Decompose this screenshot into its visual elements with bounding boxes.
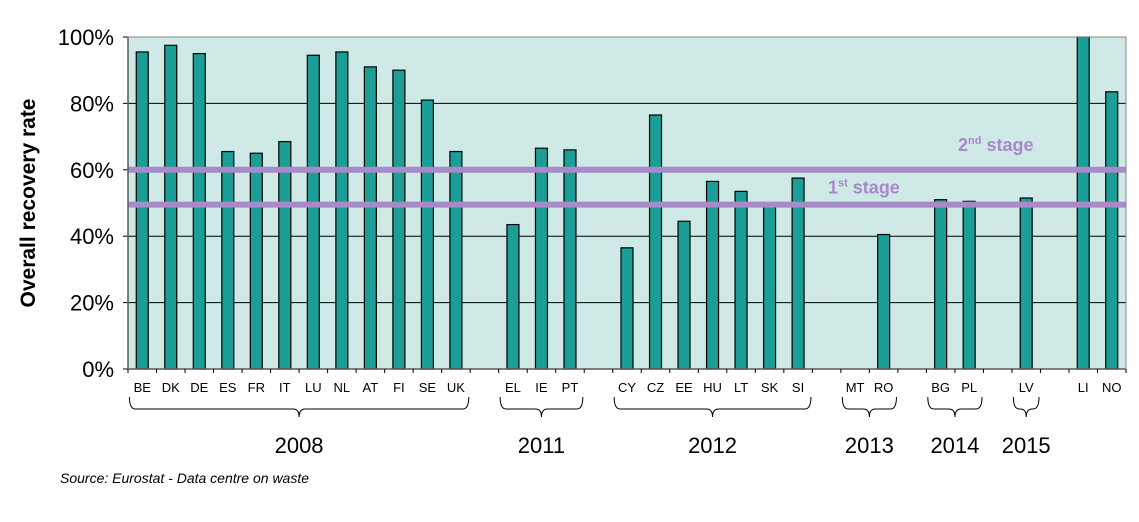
- x-tick-label: PT: [562, 380, 579, 395]
- bar-fi: [392, 69, 406, 370]
- group-brace: [841, 396, 897, 418]
- x-tick-label: BG: [931, 380, 950, 395]
- x-tick-label: FR: [248, 380, 265, 395]
- x-tick-label: HU: [703, 380, 722, 395]
- bar-uk: [449, 150, 463, 370]
- bar-de: [192, 52, 206, 370]
- group-label: 2008: [275, 433, 324, 458]
- x-tick-label: UK: [447, 380, 465, 395]
- plot-border: [127, 36, 1127, 370]
- bar-sk: [762, 205, 777, 370]
- x-tick-label: LI: [1078, 380, 1089, 395]
- group-label: 2013: [845, 433, 894, 458]
- bar-it: [278, 140, 292, 370]
- y-axis-label: Overall recovery rate: [17, 99, 40, 308]
- x-tick-label: ES: [219, 380, 237, 395]
- bar-se: [420, 99, 434, 370]
- y-tick-label: 100%: [58, 25, 114, 50]
- bar-hu: [705, 180, 720, 370]
- x-tick-label: LT: [734, 380, 748, 395]
- x-tick-label: FI: [393, 380, 405, 395]
- group-label: 2012: [688, 433, 737, 458]
- x-tick-label: RO: [874, 380, 894, 395]
- group-brace: [927, 396, 983, 418]
- bar-bg: [934, 199, 948, 370]
- x-tick-label: CZ: [647, 380, 664, 395]
- bar-nl: [335, 51, 349, 370]
- bar-lu: [306, 54, 320, 370]
- y-tick-label: 80%: [70, 91, 114, 116]
- group-label: 2015: [1002, 433, 1051, 458]
- bar-pt: [563, 149, 577, 370]
- bar-ro: [877, 233, 891, 370]
- x-tick-label: SE: [419, 380, 437, 395]
- bar-lt: [734, 190, 748, 370]
- threshold-label: 2nd stage: [958, 135, 1034, 155]
- bar-pl: [962, 200, 976, 370]
- bar-ie: [534, 147, 549, 370]
- group-label: 2011: [518, 433, 565, 458]
- y-tick-label: 0%: [82, 357, 114, 382]
- threshold-label: 1st stage: [828, 178, 900, 198]
- x-tick-label: IT: [279, 380, 291, 395]
- x-tick-label: MT: [846, 380, 865, 395]
- x-tick-label: NL: [334, 380, 351, 395]
- x-tick-label: LU: [305, 380, 322, 395]
- y-tick-label: 60%: [70, 158, 114, 183]
- bar-lv: [1019, 197, 1033, 370]
- source-note: Source: Eurostat - Data centre on waste: [60, 470, 309, 486]
- bar-no: [1105, 91, 1119, 370]
- group-label: 2014: [930, 433, 979, 458]
- bar-el: [506, 223, 520, 370]
- x-tick-label: PL: [961, 380, 977, 395]
- bar-at: [363, 66, 377, 370]
- x-tick-label: DK: [162, 380, 180, 395]
- x-tick-labels: BE DK DE ES FR IT LU NL AT FI SE UK EL IE PT CY CZ EE HU LT…: [127, 369, 1127, 395]
- x-tick-label: NO: [1102, 380, 1122, 395]
- group-brace: [613, 396, 812, 418]
- bar-cz: [648, 114, 663, 370]
- group-brace: [1012, 396, 1040, 418]
- y-tick-label: 40%: [70, 224, 114, 249]
- y-tick-label: 20%: [70, 291, 114, 316]
- bar-cy: [620, 247, 634, 370]
- bar-es: [221, 150, 235, 370]
- x-tick-label: IE: [535, 380, 548, 395]
- x-tick-label: LV: [1019, 380, 1034, 395]
- threshold-lines: 2nd stage 1st stage: [128, 135, 1126, 208]
- x-tick-label: DE: [190, 380, 208, 395]
- x-tick-label: EE: [675, 380, 693, 395]
- group-brace: [128, 396, 470, 418]
- bar-ee: [677, 220, 691, 370]
- x-tick-label: BE: [134, 380, 152, 395]
- x-tick-label: SI: [792, 380, 804, 395]
- x-tick-label: CY: [618, 380, 636, 395]
- x-tick-label: EL: [505, 380, 521, 395]
- year-groups: 2008 2011 2012 2013 2014 2015: [128, 396, 1051, 458]
- group-brace: [499, 396, 584, 418]
- axes: 0% 20% 40% 60% 80% 100%: [58, 25, 1127, 382]
- x-tick-label: SK: [761, 380, 779, 395]
- bar-fr: [249, 152, 263, 370]
- bar-be: [135, 51, 149, 370]
- x-tick-label: AT: [363, 380, 379, 395]
